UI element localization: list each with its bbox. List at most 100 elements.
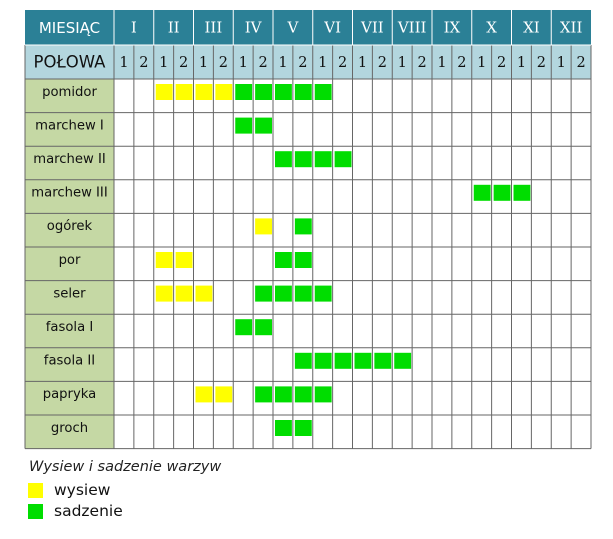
cell-sadzenie bbox=[275, 151, 292, 168]
cell-sadzenie bbox=[294, 252, 312, 268]
half-label: 1 bbox=[517, 55, 526, 71]
half-label: 2 bbox=[576, 55, 585, 71]
cell-wysiew bbox=[195, 386, 213, 403]
row-label-bg bbox=[25, 415, 114, 449]
half-label: 1 bbox=[398, 55, 407, 71]
cell-sadzenie bbox=[275, 386, 292, 403]
month-label-XII: XII bbox=[560, 19, 583, 37]
legend-label-wysiew: wysiew bbox=[54, 481, 111, 499]
month-label-VI: VI bbox=[323, 19, 341, 37]
row-label-marchew-III: marchew III bbox=[31, 186, 107, 201]
cell-wysiew bbox=[195, 285, 213, 302]
month-header-label: MIESIĄC bbox=[39, 19, 100, 37]
cell-wysiew bbox=[155, 84, 173, 100]
row-label-bg bbox=[25, 79, 114, 113]
cell-sadzenie bbox=[255, 285, 272, 302]
half-label: 2 bbox=[258, 55, 267, 71]
month-label-III: III bbox=[204, 19, 222, 37]
cell-wysiew bbox=[215, 386, 233, 403]
cell-sadzenie bbox=[334, 352, 352, 369]
cell-wysiew bbox=[255, 218, 272, 235]
half-label: 1 bbox=[437, 55, 446, 71]
cell-sadzenie bbox=[294, 84, 312, 100]
cell-sadzenie bbox=[314, 386, 332, 403]
cell-sadzenie bbox=[235, 117, 253, 134]
half-label: 1 bbox=[278, 55, 287, 71]
half-label: 1 bbox=[358, 55, 367, 71]
cell-sadzenie bbox=[473, 184, 491, 201]
month-label-IV: IV bbox=[245, 19, 263, 37]
half-label: 2 bbox=[417, 55, 426, 71]
month-label-II: II bbox=[168, 19, 180, 37]
half-label: 1 bbox=[119, 55, 128, 71]
cell-sadzenie bbox=[275, 84, 292, 100]
cell-sadzenie bbox=[294, 420, 312, 436]
row-label-marchew-II: marchew II bbox=[33, 152, 106, 167]
cell-sadzenie bbox=[235, 319, 253, 336]
row-label-bg bbox=[25, 280, 114, 315]
month-label-X: X bbox=[486, 19, 497, 37]
row-label-bg bbox=[25, 112, 114, 147]
legend-swatch-sadzenie bbox=[28, 503, 43, 519]
half-label: 2 bbox=[537, 55, 546, 71]
cell-sadzenie bbox=[294, 352, 312, 369]
row-label-bg bbox=[25, 381, 114, 415]
cell-sadzenie bbox=[255, 117, 272, 134]
legend-item-wysiew: wysiew bbox=[28, 481, 110, 499]
month-label-I: I bbox=[131, 19, 137, 37]
row-label-bg bbox=[25, 146, 114, 180]
half-label: 1 bbox=[318, 55, 327, 71]
row-label-bg bbox=[25, 247, 114, 281]
half-label: 1 bbox=[557, 55, 566, 71]
month-label-VII: VII bbox=[360, 19, 384, 37]
row-label-bg bbox=[25, 179, 114, 214]
row-label-ogórek: ogórek bbox=[47, 218, 93, 234]
half-label: 2 bbox=[219, 55, 228, 71]
cell-wysiew bbox=[155, 252, 173, 268]
cell-sadzenie bbox=[314, 151, 332, 168]
cell-sadzenie bbox=[275, 420, 292, 436]
row-label-marchew-I: marchew I bbox=[35, 118, 104, 133]
month-label-V: V bbox=[286, 19, 299, 37]
month-label-VIII: VIII bbox=[397, 19, 427, 37]
cell-sadzenie bbox=[294, 285, 312, 302]
row-label-bg bbox=[25, 213, 114, 247]
half-label: 2 bbox=[457, 55, 466, 71]
row-label-bg bbox=[25, 347, 114, 382]
row-label-papryka: papryka bbox=[43, 387, 97, 402]
cell-sadzenie bbox=[275, 252, 292, 268]
half-label: 2 bbox=[298, 55, 307, 71]
row-label-por: por bbox=[59, 253, 81, 268]
cell-sadzenie bbox=[294, 218, 312, 235]
cell-sadzenie bbox=[255, 84, 272, 100]
half-label: 2 bbox=[497, 55, 506, 71]
half-label: 2 bbox=[139, 55, 148, 71]
half-label: 1 bbox=[159, 55, 168, 71]
half-label: 2 bbox=[179, 55, 188, 71]
cell-sadzenie bbox=[493, 184, 511, 201]
legend-title: Wysiew i sadzenie warzyw bbox=[29, 459, 222, 475]
row-label-pomidor: pomidor bbox=[42, 85, 97, 100]
half-header-label: POŁOWA bbox=[34, 53, 107, 72]
half-label: 1 bbox=[199, 55, 208, 71]
cell-sadzenie bbox=[334, 151, 352, 168]
row-label-seler: seler bbox=[53, 286, 86, 301]
cell-sadzenie bbox=[394, 352, 412, 369]
half-label: 1 bbox=[239, 55, 248, 71]
cell-sadzenie bbox=[314, 285, 332, 302]
cell-sadzenie bbox=[275, 285, 292, 302]
cell-sadzenie bbox=[374, 352, 392, 369]
row-label-fasola-II: fasola II bbox=[44, 354, 95, 369]
half-header-band bbox=[25, 45, 591, 79]
cell-sadzenie bbox=[314, 352, 332, 369]
cell-sadzenie bbox=[294, 386, 312, 403]
row-label-fasola-I: fasola I bbox=[46, 320, 94, 335]
half-label: 1 bbox=[477, 55, 486, 71]
row-label-groch: groch bbox=[51, 421, 88, 436]
month-label-IX: IX bbox=[444, 19, 461, 37]
cell-wysiew bbox=[195, 84, 213, 100]
cell-sadzenie bbox=[354, 352, 372, 369]
month-label-XI: XI bbox=[523, 19, 540, 37]
cell-sadzenie bbox=[314, 84, 332, 100]
